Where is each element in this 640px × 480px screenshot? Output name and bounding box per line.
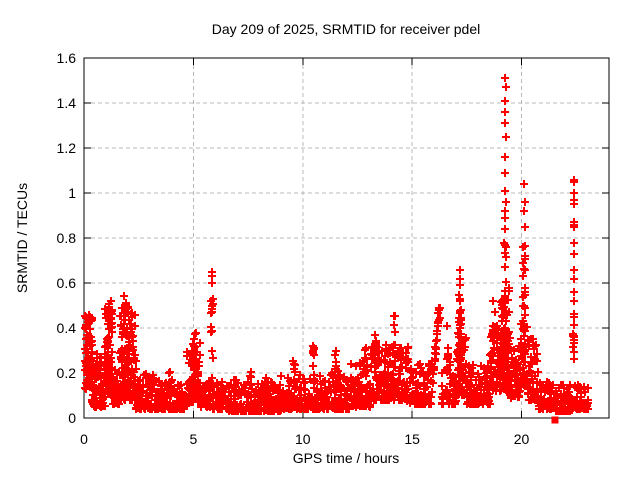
y-tick-label: 0.6 <box>57 275 77 291</box>
y-tick-label: 1.6 <box>57 50 77 66</box>
x-tick-label: 5 <box>189 431 197 447</box>
x-tick-label: 20 <box>514 431 530 447</box>
x-tick-label: 15 <box>404 431 420 447</box>
x-axis-label: GPS time / hours <box>292 450 400 466</box>
y-tick-label: 0.8 <box>57 230 77 246</box>
x-tick-label: 0 <box>80 431 88 447</box>
plot-border <box>83 57 610 419</box>
y-tick-label: 0 <box>68 410 76 426</box>
special-point-markers <box>551 416 559 424</box>
y-tick-label: 1 <box>68 185 76 201</box>
filled-square-marker <box>551 416 559 424</box>
y-tick-label: 1.2 <box>57 140 77 156</box>
tick-labels: 0 5 10 15 20 0 0.2 0.4 0.6 0.8 1 1.2 1.4 1.6 <box>57 50 530 447</box>
y-tick-label: 1.4 <box>57 95 77 111</box>
chart-title: Day 209 of 2025, SRMTID for receiver pde… <box>211 21 481 37</box>
x-tick-label: 10 <box>295 431 311 447</box>
y-tick-label: 0.2 <box>57 365 77 381</box>
data-points <box>81 74 592 415</box>
y-tick-label: 0.4 <box>57 320 77 336</box>
